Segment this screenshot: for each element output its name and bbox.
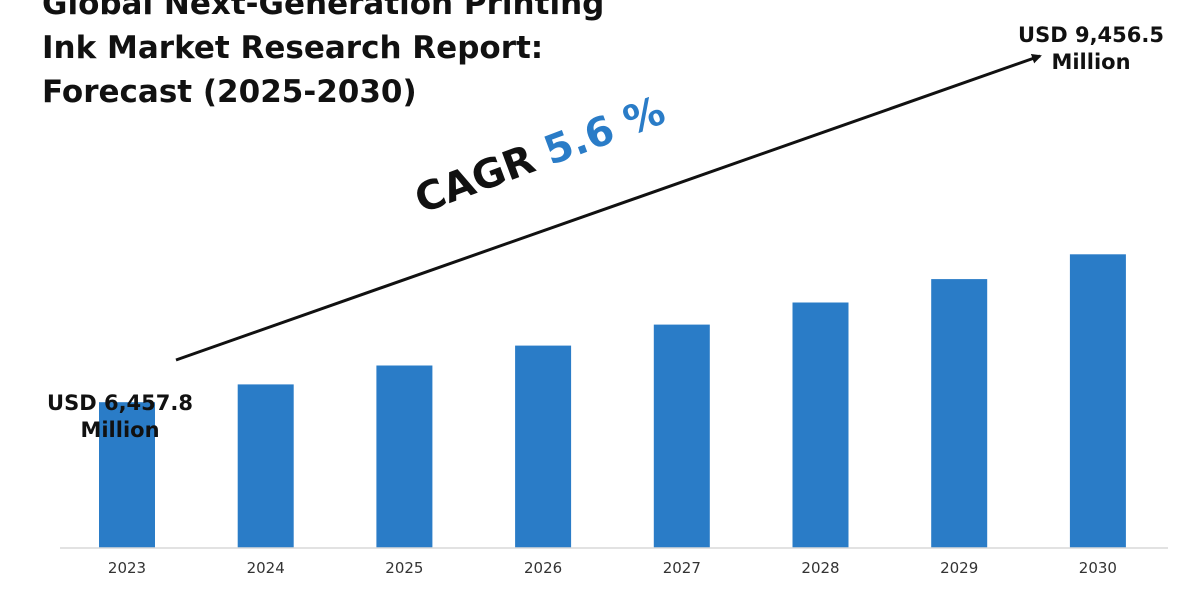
start-value-amount: USD 6,457.8 (47, 391, 193, 415)
title-line-1: Global Next-Generation Printing (42, 0, 605, 22)
end-value-amount: USD 9,456.5 (1018, 23, 1164, 47)
bars-group (99, 254, 1126, 549)
title-line-3: Forecast (2025-2030) (42, 74, 417, 110)
end-value-unit: Million (1051, 50, 1131, 74)
x-tick-label-2024: 2024 (247, 559, 285, 577)
end-value-callout: USD 9,456.5 Million (1006, 22, 1176, 76)
x-tick-label-2029: 2029 (940, 559, 978, 577)
bar-2026 (515, 345, 572, 548)
bar-2030 (1069, 254, 1126, 549)
trend-arrow (175, 53, 1042, 362)
x-tick-label-2028: 2028 (801, 559, 839, 577)
bar-2025 (376, 365, 433, 548)
x-tick-label-2030: 2030 (1079, 559, 1117, 577)
bar-2023 (99, 402, 155, 548)
x-tick-labels: 2023 2024 2025 2026 2027 2028 2029 2030 (108, 559, 1117, 577)
start-value-unit: Million (80, 418, 160, 442)
x-tick-label-2023: 2023 (108, 559, 146, 577)
x-tick-label-2027: 2027 (663, 559, 701, 577)
start-value-callout: USD 6,457.8 Million (30, 390, 210, 444)
title-line-2: Ink Market Research Report: (42, 30, 544, 66)
bar-2028 (792, 302, 849, 548)
bar-2027 (653, 324, 710, 548)
bar-2029 (931, 279, 988, 548)
bar-2024 (237, 384, 294, 548)
x-tick-label-2025: 2025 (385, 559, 423, 577)
chart-title: Global Next-Generation Printing Ink Mark… (42, 0, 605, 114)
x-tick-label-2026: 2026 (524, 559, 562, 577)
